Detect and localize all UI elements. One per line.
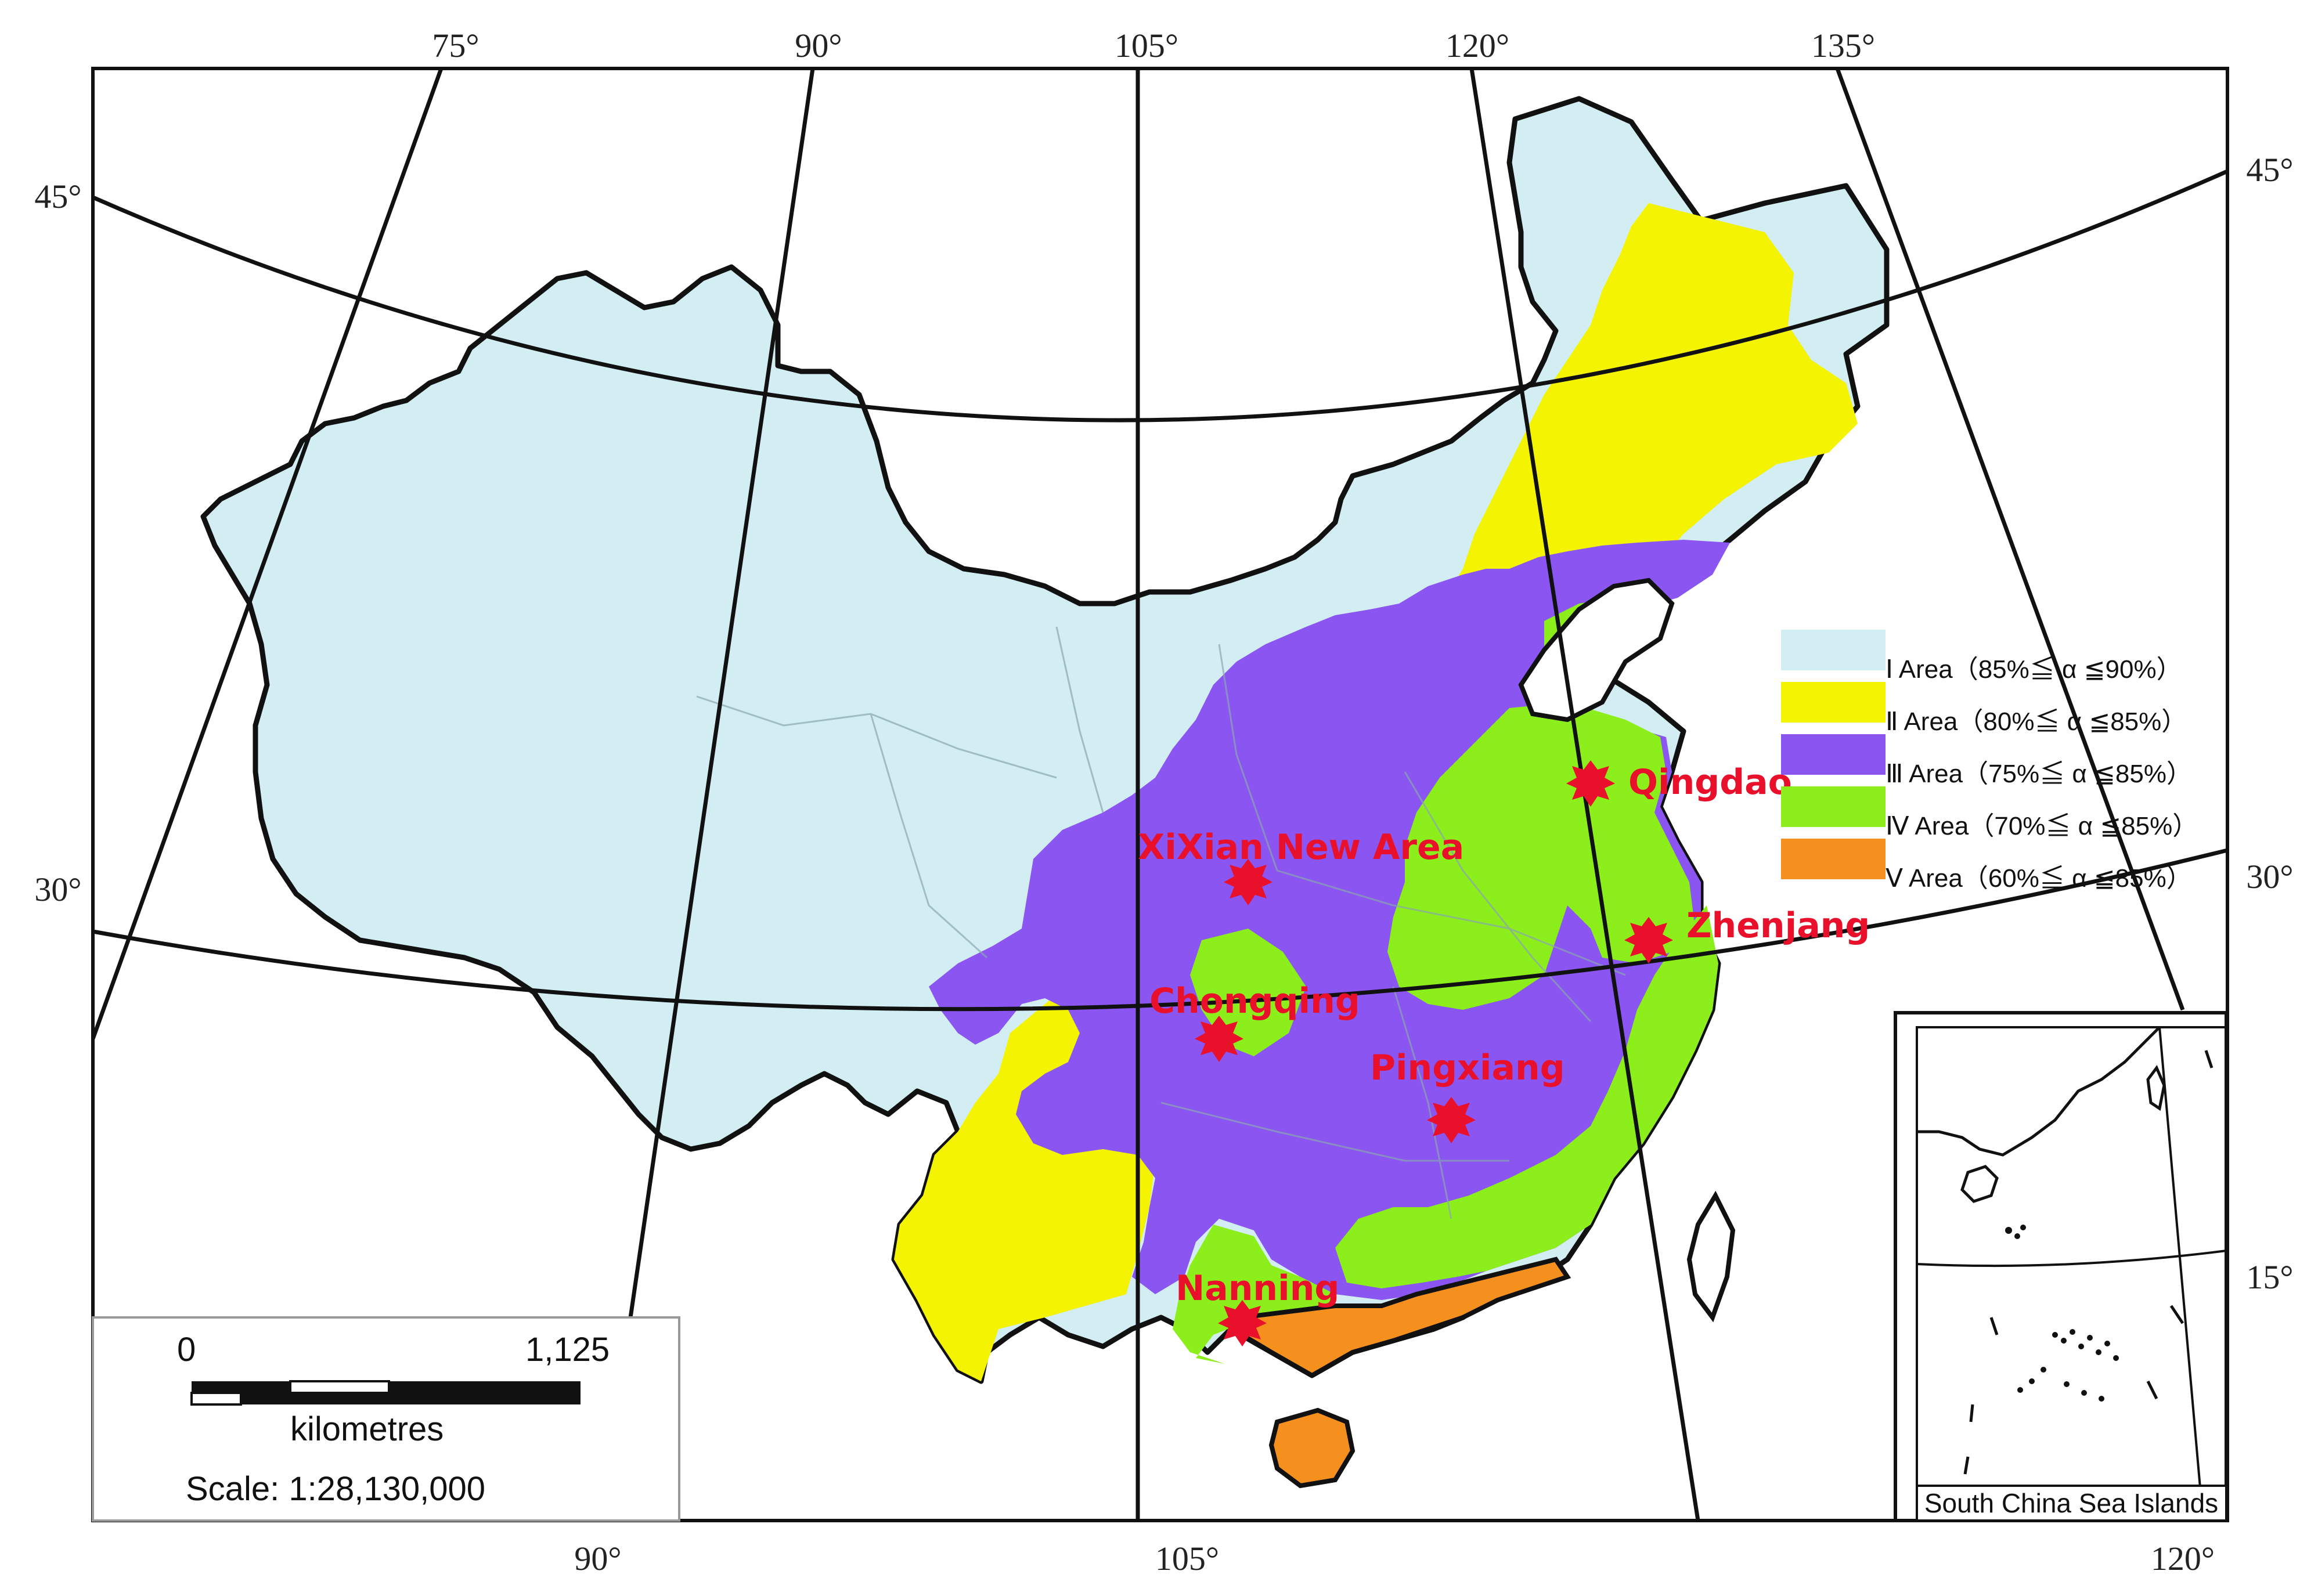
left-latitude-labels: 45° 30° [34, 178, 81, 908]
legend-item-zone-v: Ⅴ Area（60%≦ α ≦85%） [1781, 839, 2192, 893]
scale-unit-label: kilometres [290, 1410, 444, 1448]
legend: Ⅰ Area（85%≦ α ≦90%） Ⅱ Area（80%≦ α ≦85%） … [1781, 630, 2198, 893]
right-lat-45: 45° [2246, 151, 2293, 189]
legend-swatch-zone-ii [1781, 682, 1886, 723]
top-lon-90: 90° [795, 27, 842, 64]
legend-label-zone-iii: Ⅲ Area（75%≦ α ≦85%） [1886, 760, 2192, 788]
inset-frame [1894, 1011, 2228, 1522]
city-marker-qingdao [1566, 760, 1615, 807]
city-label-xixian: XiXian New Area [1138, 827, 1464, 868]
city-marker-chongqing [1195, 1016, 1243, 1062]
legend-swatch-zone-i [1781, 630, 1886, 670]
legend-label-zone-iv: Ⅳ Area（70%≦ α ≦85%） [1886, 812, 2198, 840]
top-lon-105: 105° [1115, 27, 1178, 64]
city-marker-nanning [1218, 1300, 1267, 1346]
inset-hainan [1960, 1165, 1999, 1203]
bohai-sea [1518, 577, 1675, 723]
legend-item-zone-i: Ⅰ Area（85%≦ α ≦90%） [1781, 630, 2182, 684]
city-marker-pingxiang [1427, 1097, 1476, 1143]
bottom-longitude-labels: 90° 105° 120° [574, 1540, 2215, 1577]
scale-end-label: 1,125 [525, 1331, 610, 1368]
city-pingxiang: Pingxiang [1370, 1048, 1565, 1143]
top-lon-120: 120° [1445, 27, 1509, 64]
city-zhenjang: Zhenjang [1624, 905, 1870, 963]
inset-taiwan [2146, 1065, 2166, 1111]
legend-label-zone-v: Ⅴ Area（60%≦ α ≦85%） [1886, 864, 2192, 893]
meridian-135 [1835, 67, 2185, 1011]
left-lat-45: 45° [34, 178, 81, 215]
parallel-45 [92, 169, 2229, 423]
right-lat-30: 30° [2246, 858, 2293, 896]
meridian-90 [599, 68, 815, 1521]
city-label-zhenjang: Zhenjang [1686, 905, 1870, 946]
legend-swatch-zone-v [1781, 839, 1886, 879]
top-lon-75: 75° [432, 27, 479, 64]
legend-item-zone-iii: Ⅲ Area（75%≦ α ≦85%） [1781, 734, 2192, 788]
city-label-nanning: Nanning [1176, 1268, 1339, 1309]
legend-label-zone-ii: Ⅱ Area（80%≦ α ≦85%） [1886, 707, 2187, 736]
scale-ratio-label: Scale: 1:28,130,000 [186, 1470, 485, 1508]
city-marker-xixian [1224, 859, 1272, 905]
city-label-chongqing: Chongqing [1149, 981, 1360, 1021]
scale-start-label: 0 [177, 1331, 196, 1368]
bottom-lon-90: 90° [574, 1540, 621, 1577]
left-lat-30: 30° [34, 871, 81, 908]
meridian-75 [91, 67, 444, 1040]
parallel-30 [92, 848, 2228, 1012]
city-nanning: Nanning [1176, 1268, 1339, 1346]
legend-label-zone-i: Ⅰ Area（85%≦ α ≦90%） [1886, 655, 2182, 684]
legend-swatch-zone-iv [1781, 786, 1886, 827]
bottom-lon-120: 120° [2151, 1540, 2215, 1577]
city-marker-zhenjang [1624, 917, 1673, 963]
bottom-lon-105: 105° [1155, 1540, 1219, 1577]
city-qingdao: Qingdao [1566, 760, 1792, 807]
city-label-pingxiang: Pingxiang [1370, 1048, 1565, 1088]
inset-map: South China Sea Islands [1894, 1011, 2228, 1522]
taiwan-island [1686, 1190, 1736, 1323]
legend-swatch-zone-iii [1781, 734, 1886, 775]
legend-item-zone-iv: Ⅳ Area（70%≦ α ≦85%） [1781, 786, 2198, 840]
inset-caption: South China Sea Islands [1924, 1488, 2218, 1518]
zone-v-regions [1240, 1256, 1571, 1489]
legend-item-zone-ii: Ⅱ Area（80%≦ α ≦85%） [1781, 682, 2187, 736]
graticule [91, 67, 2229, 1521]
zone-iv-regions [1173, 598, 1718, 1364]
province-boundaries [696, 626, 1626, 1219]
inset-islands [2005, 1225, 2119, 1402]
city-xixian: XiXian New Area [1138, 827, 1464, 905]
inset-graticule [1916, 1027, 2227, 1521]
city-label-qingdao: Qingdao [1628, 762, 1792, 803]
scale-bar: 0 1,125 kilometres Scale: 1:28,130,000 [92, 1316, 680, 1522]
top-longitude-labels: 75° 90° 105° 120° 135° [432, 27, 1875, 64]
right-lat-15: 15° [2246, 1258, 2293, 1296]
top-lon-135: 135° [1811, 27, 1875, 64]
inset-coast [1917, 1026, 2161, 1157]
city-chongqing: Chongqing [1149, 981, 1360, 1062]
right-latitude-labels: 45° 30° 15° [2246, 151, 2293, 1296]
scale-bar-box [92, 1316, 680, 1522]
